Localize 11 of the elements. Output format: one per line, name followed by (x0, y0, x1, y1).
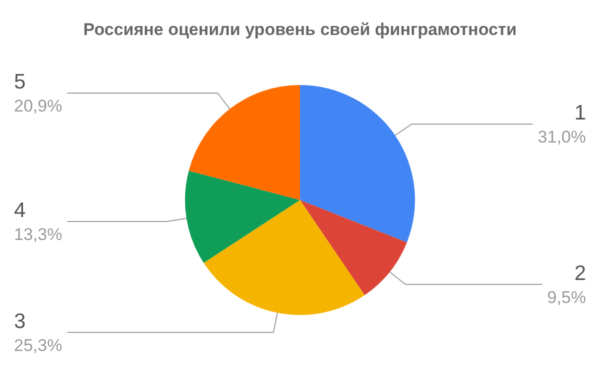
data-label: 9,5% (547, 288, 586, 307)
data-label: 20,9% (14, 96, 62, 116)
slice-label: 2 (574, 262, 586, 285)
slice-label: 3 (14, 310, 26, 333)
slice-label: 4 (14, 199, 26, 222)
chart-title: Россияне оценили уровень своей финграмотности (83, 20, 517, 39)
data-label: 25,3% (14, 336, 62, 355)
slice-label: 5 (14, 70, 26, 94)
data-label: 13,3% (14, 225, 62, 244)
slice-label: 1 (574, 102, 586, 125)
data-label: 31,0% (538, 128, 586, 147)
